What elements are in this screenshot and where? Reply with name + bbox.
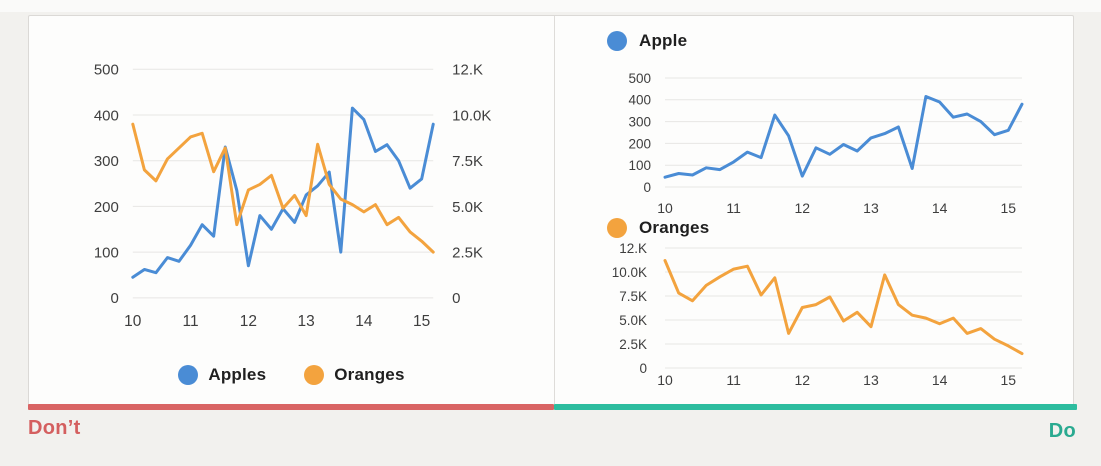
series-line-apple <box>663 95 1024 179</box>
y-axis-tick-label: 7.5K <box>619 289 647 304</box>
x-axis-tick-label: 10 <box>124 313 141 330</box>
y-axis-tick-label: 5.0K <box>619 313 647 328</box>
x-axis-tick-label: 12 <box>795 372 811 388</box>
y-axis-right-tick-label: 10.0K <box>452 107 491 124</box>
y-axis-right-tick-label: 5.0K <box>452 199 483 216</box>
x-axis-tick-label: 14 <box>355 313 373 330</box>
y-axis-right-tick-label: 7.5K <box>452 153 483 170</box>
legend-item-oranges: Oranges <box>304 365 404 385</box>
x-axis-tick-label: 12 <box>795 200 811 216</box>
oranges-legend-label: Oranges <box>334 365 405 384</box>
y-axis-right-tick-label: 2.5K <box>452 245 483 262</box>
y-axis-tick-label: 400 <box>94 107 119 124</box>
top-strip <box>0 0 1101 12</box>
y-axis-tick-label: 400 <box>628 93 651 108</box>
apple-chart-title: Apple <box>639 31 688 50</box>
y-axis-tick-label: 12.K <box>619 241 647 256</box>
dont-label: Don’t <box>28 417 81 439</box>
y-axis-tick-label: 0 <box>639 361 647 376</box>
y-axis-tick-label: 100 <box>94 245 119 262</box>
y-axis-right-tick-label: 0 <box>452 290 460 307</box>
series-line-oranges <box>131 122 435 254</box>
x-axis-tick-label: 13 <box>863 200 879 216</box>
series-line-oranges <box>663 259 1024 356</box>
x-axis-tick-label: 11 <box>726 200 741 216</box>
x-axis-tick-label: 15 <box>413 313 430 330</box>
dont-panel: 500 12.K 400 10.0K 300 7.5K 200 5.0K 100 2.5K 0 0 10… <box>29 16 555 407</box>
y-axis-right-tick-label: 12.K <box>452 62 483 79</box>
x-axis-tick-label: 10 <box>657 372 673 388</box>
y-axis-tick-label: 300 <box>628 114 651 129</box>
do-underline-bar <box>554 404 1077 410</box>
apple-legend-dot-icon <box>607 31 627 51</box>
y-axis-tick-label: 10.0K <box>612 265 647 280</box>
oranges-legend-dot-icon <box>304 365 325 385</box>
y-axis-tick-label: 0 <box>111 290 119 307</box>
x-axis-tick-label: 14 <box>932 200 948 216</box>
y-axis-tick-label: 2.5K <box>619 337 647 352</box>
y-axis-tick-label: 500 <box>628 71 651 86</box>
apples-legend-dot-icon <box>178 365 199 385</box>
oranges-chart-legend: Oranges <box>607 218 709 238</box>
dont-legend: Apples Oranges <box>29 362 554 388</box>
do-panel: 500 400 300 200 100 0 10 11 12 13 14 15 12.K 10.0K 7.5… <box>555 16 1073 407</box>
x-axis-tick-label: 11 <box>183 313 199 330</box>
y-axis-tick-label: 0 <box>643 180 651 195</box>
y-axis-tick-label: 300 <box>94 153 119 170</box>
dont-chart: 500 12.K 400 10.0K 300 7.5K 200 5.0K 100 2.5K 0 0 10… <box>94 62 491 330</box>
x-axis-tick-label: 13 <box>863 372 879 388</box>
apples-legend-label: Apples <box>208 365 267 384</box>
do-label: Do <box>1048 420 1076 442</box>
x-axis-tick-label: 15 <box>1000 372 1016 388</box>
y-axis-tick-label: 100 <box>628 158 651 173</box>
chart-panel: 500 12.K 400 10.0K 300 7.5K 200 5.0K 100 2.5K 0 0 10… <box>28 15 1074 408</box>
x-axis-tick-label: 15 <box>1000 200 1016 216</box>
apple-chart-legend: Apple <box>607 31 687 51</box>
y-axis-tick-label: 200 <box>628 136 651 151</box>
x-axis-tick-label: 14 <box>932 372 948 388</box>
oranges-legend-dot-icon <box>607 218 627 238</box>
x-axis-tick-label: 11 <box>726 372 741 388</box>
y-axis-tick-label: 500 <box>94 62 119 79</box>
x-axis-tick-label: 12 <box>240 313 257 330</box>
legend-item-apples: Apples <box>178 365 266 385</box>
x-axis-tick-label: 13 <box>298 313 315 330</box>
y-axis-tick-label: 200 <box>94 199 119 216</box>
dont-underline-bar <box>28 404 554 410</box>
x-axis-tick-label: 10 <box>657 200 673 216</box>
oranges-chart-title: Oranges <box>639 218 710 237</box>
